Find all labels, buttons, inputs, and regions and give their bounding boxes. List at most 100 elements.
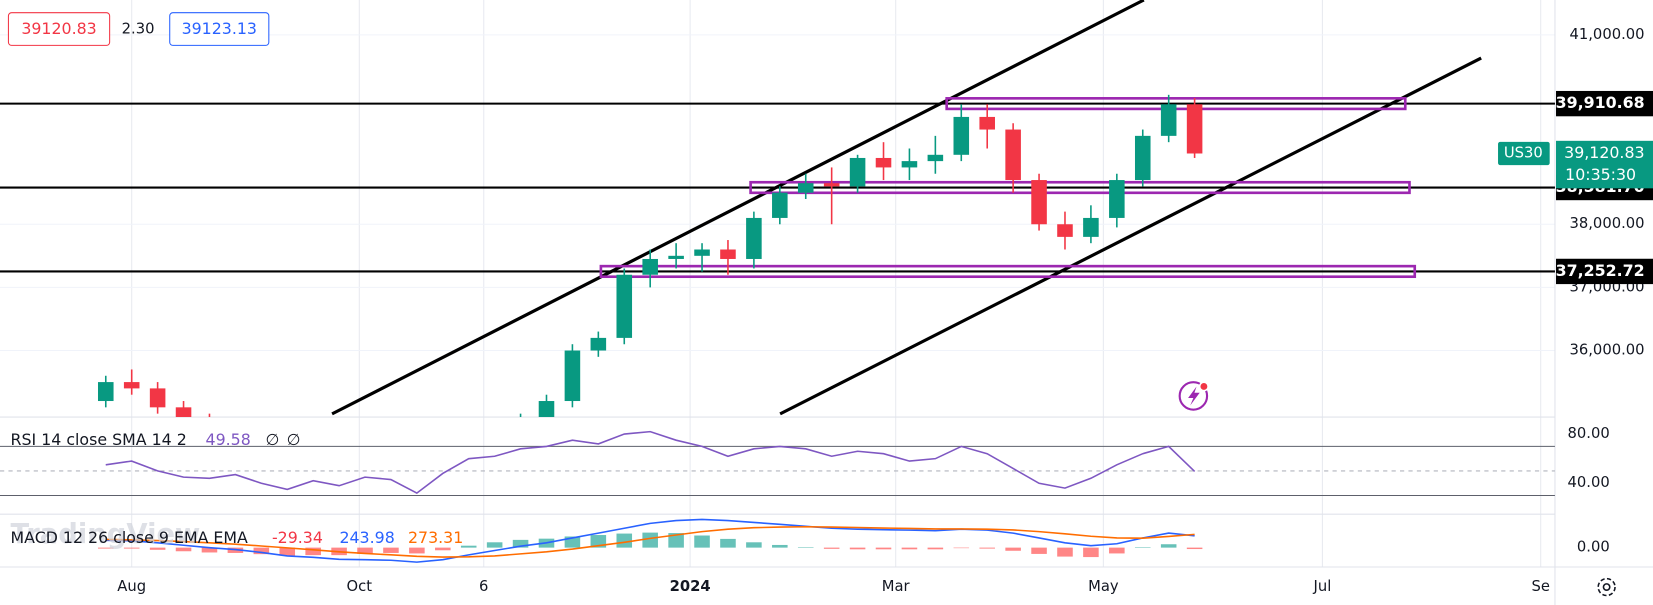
x-tick-label: 2024	[670, 578, 711, 595]
macd-hist-bar	[1005, 547, 1021, 551]
macd-hist-bar	[1057, 547, 1073, 557]
price-tag-label: 39,120.83	[1564, 143, 1644, 162]
macd-hist-bar	[175, 547, 192, 552]
macd-hist-bar	[253, 547, 270, 555]
candle-body	[1186, 104, 1203, 154]
ask: 39123.13	[182, 19, 257, 38]
macd-hist-bar	[823, 547, 840, 549]
candle-body	[797, 183, 814, 193]
bid: 39120.83	[21, 19, 96, 38]
candle-body	[1031, 180, 1047, 225]
macd-title: MACD 12 26 close 9 EMA EMA	[11, 528, 248, 547]
macd-hist-bar	[797, 547, 814, 548]
x-tick-label: 6	[479, 578, 488, 595]
x-tick-label: Aug	[117, 578, 146, 595]
x-tick-label: Mar	[882, 578, 911, 595]
macd-hist-bar	[1083, 547, 1099, 558]
ask-box[interactable]	[169, 12, 270, 46]
candle-body	[564, 350, 581, 402]
macd-hist-bar	[409, 547, 425, 554]
macd-hist-bar	[97, 547, 114, 549]
candle-body	[849, 157, 866, 187]
macd-hist-bar	[668, 533, 684, 548]
rsi-title: RSI 14 close SMA 14 2	[11, 430, 187, 449]
macd-hist-bar	[849, 547, 866, 550]
gear-hub	[1602, 583, 1611, 592]
rsi-value: 49.58	[206, 430, 251, 449]
macd-hist-bar	[927, 547, 944, 550]
macd-hist-bar	[694, 535, 710, 548]
macd-hist-bar	[1109, 547, 1125, 554]
candle-body	[979, 116, 995, 130]
macd-hist-bar	[564, 536, 581, 548]
channel-upper	[331, 0, 1145, 416]
macd-signal-value: 273.31	[408, 528, 463, 547]
candle-body	[642, 258, 658, 275]
macd-hist-bar	[746, 542, 762, 548]
macd-hist-bar	[435, 547, 451, 551]
macd-hist-bar	[383, 547, 399, 553]
macd-hist-bar	[149, 547, 166, 550]
levels	[0, 97, 1555, 279]
macd-hist-bar	[1134, 547, 1151, 548]
rsi-extra: ∅	[266, 430, 280, 449]
spread: 2.30	[122, 21, 155, 38]
alert-bolt	[1188, 386, 1200, 406]
rsi-tick-label: 40.00	[1568, 474, 1610, 491]
bid-box[interactable]	[7, 12, 111, 46]
candle-body	[1057, 224, 1073, 237]
rsi-tick-label: 80.00	[1568, 425, 1610, 442]
rsi-line	[105, 430, 1196, 495]
macd-hist-bar	[486, 542, 503, 548]
level-tag	[1556, 258, 1653, 285]
candle-body	[590, 337, 607, 351]
candle-body	[953, 116, 970, 155]
y-tick-label: 36,000.00	[1569, 342, 1644, 359]
y-tick-label: 38,000.00	[1569, 215, 1644, 232]
candle-body	[616, 274, 633, 338]
x-tick-label: May	[1088, 578, 1119, 595]
gear	[1597, 577, 1616, 597]
countdown: 10:35:30	[1565, 165, 1636, 184]
signal-line	[105, 525, 1195, 558]
watermark: TradingView	[11, 519, 201, 550]
alert-icon[interactable]	[1178, 381, 1209, 411]
level-tag-label: 39,910.68	[1556, 93, 1645, 112]
candle-body	[123, 382, 140, 389]
candle-body	[1005, 129, 1021, 181]
macd-pane	[97, 518, 1203, 563]
macd-hist-bar	[1160, 544, 1177, 548]
candle-body	[823, 183, 840, 187]
macd-hist-bar	[772, 544, 788, 548]
candle-body	[694, 249, 710, 256]
drawings	[331, 0, 1482, 416]
candle-body	[668, 255, 684, 259]
macd-line	[105, 518, 1195, 563]
alert-dot	[1198, 381, 1209, 392]
candle-body	[901, 161, 918, 168]
candle-body	[875, 157, 892, 168]
candle-body	[720, 249, 736, 259]
macd-hist-bar	[201, 547, 218, 553]
macd-hist-bar	[875, 547, 892, 550]
macd-hist-bar	[279, 547, 296, 556]
macd-hist-bar	[305, 547, 321, 556]
price-tag	[1556, 140, 1653, 189]
macd-hist-bar	[512, 539, 529, 548]
macd-hist-bar	[616, 533, 633, 548]
macd-hist-bar	[1186, 547, 1203, 550]
macd-hist-bar	[1031, 547, 1047, 554]
settings-icon[interactable]	[1597, 577, 1616, 597]
level-zone	[599, 264, 1417, 279]
macd-hist-bar	[720, 538, 736, 548]
macd-tick-label: 0.00	[1577, 539, 1610, 556]
rsi-extra: ∅	[287, 430, 301, 449]
macd-hist-bar	[979, 547, 995, 549]
rsi-pane	[0, 430, 1555, 497]
candle-body	[927, 154, 944, 162]
symbol-label: US30	[1504, 144, 1543, 161]
candle-body	[149, 388, 166, 408]
